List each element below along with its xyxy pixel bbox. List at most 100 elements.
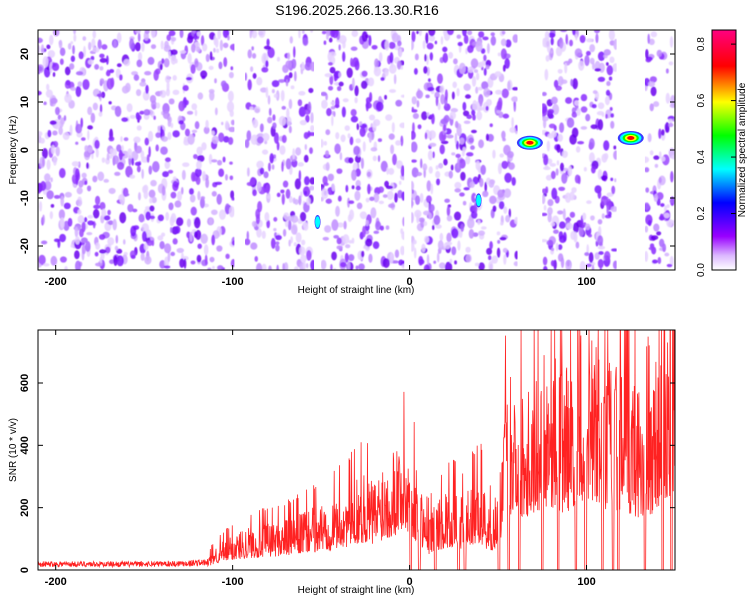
spectrogram-noise-blob [477,86,484,91]
spectrogram-noise-blob [322,236,330,241]
spectrogram-noise-blob [112,218,117,231]
spectrogram-noise-blob [372,155,377,162]
spectrogram-noise-blob [670,95,675,107]
spectrogram-noise-blob [205,177,210,189]
spectrogram-noise-blob [256,77,263,86]
spectrogram-noise-blob [160,146,168,155]
spectrogram-noise-blob [457,240,461,251]
spectrogram-noise-blob [488,260,494,270]
spectrogram-noise-blob [86,185,92,192]
spectrogram-noise-blob [247,49,252,59]
spectrogram-noise-blob [304,190,308,196]
spectrogram-noise-blob [129,114,136,119]
spectrogram-noise-blob [669,36,674,48]
spectrogram-noise-blob [267,162,271,172]
spectrogram-noise-blob [410,159,417,163]
spectrogram-noise-blob [209,256,215,263]
colorbar-frame [711,29,737,271]
spectrogram-noise-blob [273,93,278,98]
spectrogram-noise-blob [657,256,662,265]
snr-x-label: Height of straight line (km) [298,585,415,596]
spectrogram-noise-blob [141,223,150,233]
spectrogram-noise-blob [490,35,497,46]
spectrogram-noise-blob [439,144,445,155]
spectrogram-noise-blob [172,130,180,138]
spectrogram-noise-blob [437,73,443,84]
spectrogram-noise-blob [143,184,149,193]
spectrogram-noise-blob [79,228,84,238]
spectrogram-noise-blob [544,68,549,81]
spectrogram-noise-blob [419,192,424,203]
spectrogram-noise-blob [40,180,47,191]
spectrogram-noise-blob [228,126,236,133]
spectrogram-noise-blob [443,114,450,123]
colorbar-gradient [712,30,736,270]
spectrogram-noise-blob [196,160,202,170]
spectrogram-noise-blob [598,251,604,255]
chart-title: S196.2025.266.13.30.R16 [275,2,439,18]
spectrogram-noise-blob [47,129,52,138]
spectrogram-noise-blob [202,43,208,52]
spectrogram-noise-blob [551,187,558,200]
spectrogram-noise-blob [501,130,506,140]
spectrogram-noise-blob [218,209,226,220]
spectrogram-noise-blob [351,169,357,181]
spectrogram-noise-blob [354,155,362,164]
spectrogram-noise-blob [424,53,427,62]
spectrogram-noise-blob [435,165,439,170]
spectrogram-noise-blob [155,68,161,75]
spectrogram-noise-blob [223,57,228,68]
spectrogram-noise-blob [214,181,223,185]
spectrogram-noise-blob [366,171,372,178]
spectrogram-noise-blob [427,78,431,83]
spectrogram-noise-blob [597,235,604,246]
spectrogram-noise-blob [38,90,42,96]
spectrogram-noise-blob [472,114,476,121]
spectrogram-noise-blob [170,55,177,65]
spectrogram-noise-blob [261,66,269,73]
spectrogram-noise-blob [580,126,588,130]
spectrogram-noise-blob [648,246,655,251]
spectrogram-noise-blob [155,132,162,138]
spectrogram-noise-blob [547,108,555,115]
spectrogram-noise-blob [39,201,43,212]
spectrogram-noise-blob [368,253,373,263]
spectrogram-noise-blob [306,197,311,206]
spectrogram-noise-blob [123,193,130,197]
spectrogram-noise-blob [547,207,553,216]
spectrogram-noise-blob [569,211,576,218]
spectrogram-noise-blob [426,112,430,117]
spectrogram-noise-blob [320,99,328,109]
spectrogram-noise-blob [284,75,291,84]
spectrogram-noise-blob [578,60,585,71]
spectrogram-noise-blob [429,114,434,118]
spectrogram-noise-blob [136,165,141,173]
spectrogram-noise-blob [94,64,100,70]
spectrogram-noise-blob [144,30,150,35]
spectrogram-noise-blob [591,104,597,109]
spectrogram-noise-blob [665,92,670,104]
spectrogram-noise-blob [148,189,156,198]
spectrogram-noise-blob [92,208,100,219]
spectrogram-noise-blob [647,33,650,45]
spectrogram-noise-blob [160,40,164,50]
spectrogram-noise-blob [137,52,143,62]
spectrogram-noise-blob [256,181,262,193]
spectrogram-noise-blob [358,263,365,270]
spectrogram-noise-blob [543,265,548,270]
spectrogram-noise-blob [596,111,605,116]
spectrogram-noise-blob [212,265,215,270]
spectrogram-noise-blob [502,113,510,119]
spectrogram-noise-blob [348,254,355,262]
spectrogram-noise-blob [416,100,420,108]
spectrogram-noise-blob [87,147,93,154]
spectrogram-noise-blob [459,192,465,197]
spectrogram-noise-blob [211,191,217,197]
spectrogram-noise-blob [221,121,224,126]
spectrogram-noise-blob [547,133,555,139]
spectrogram-noise-blob [139,110,145,115]
spectrogram-noise-blob [302,30,305,34]
spectrogram-noise-blob [218,61,223,70]
spectrogram-gap [616,30,645,270]
spectrogram-noise-blob [50,144,56,155]
